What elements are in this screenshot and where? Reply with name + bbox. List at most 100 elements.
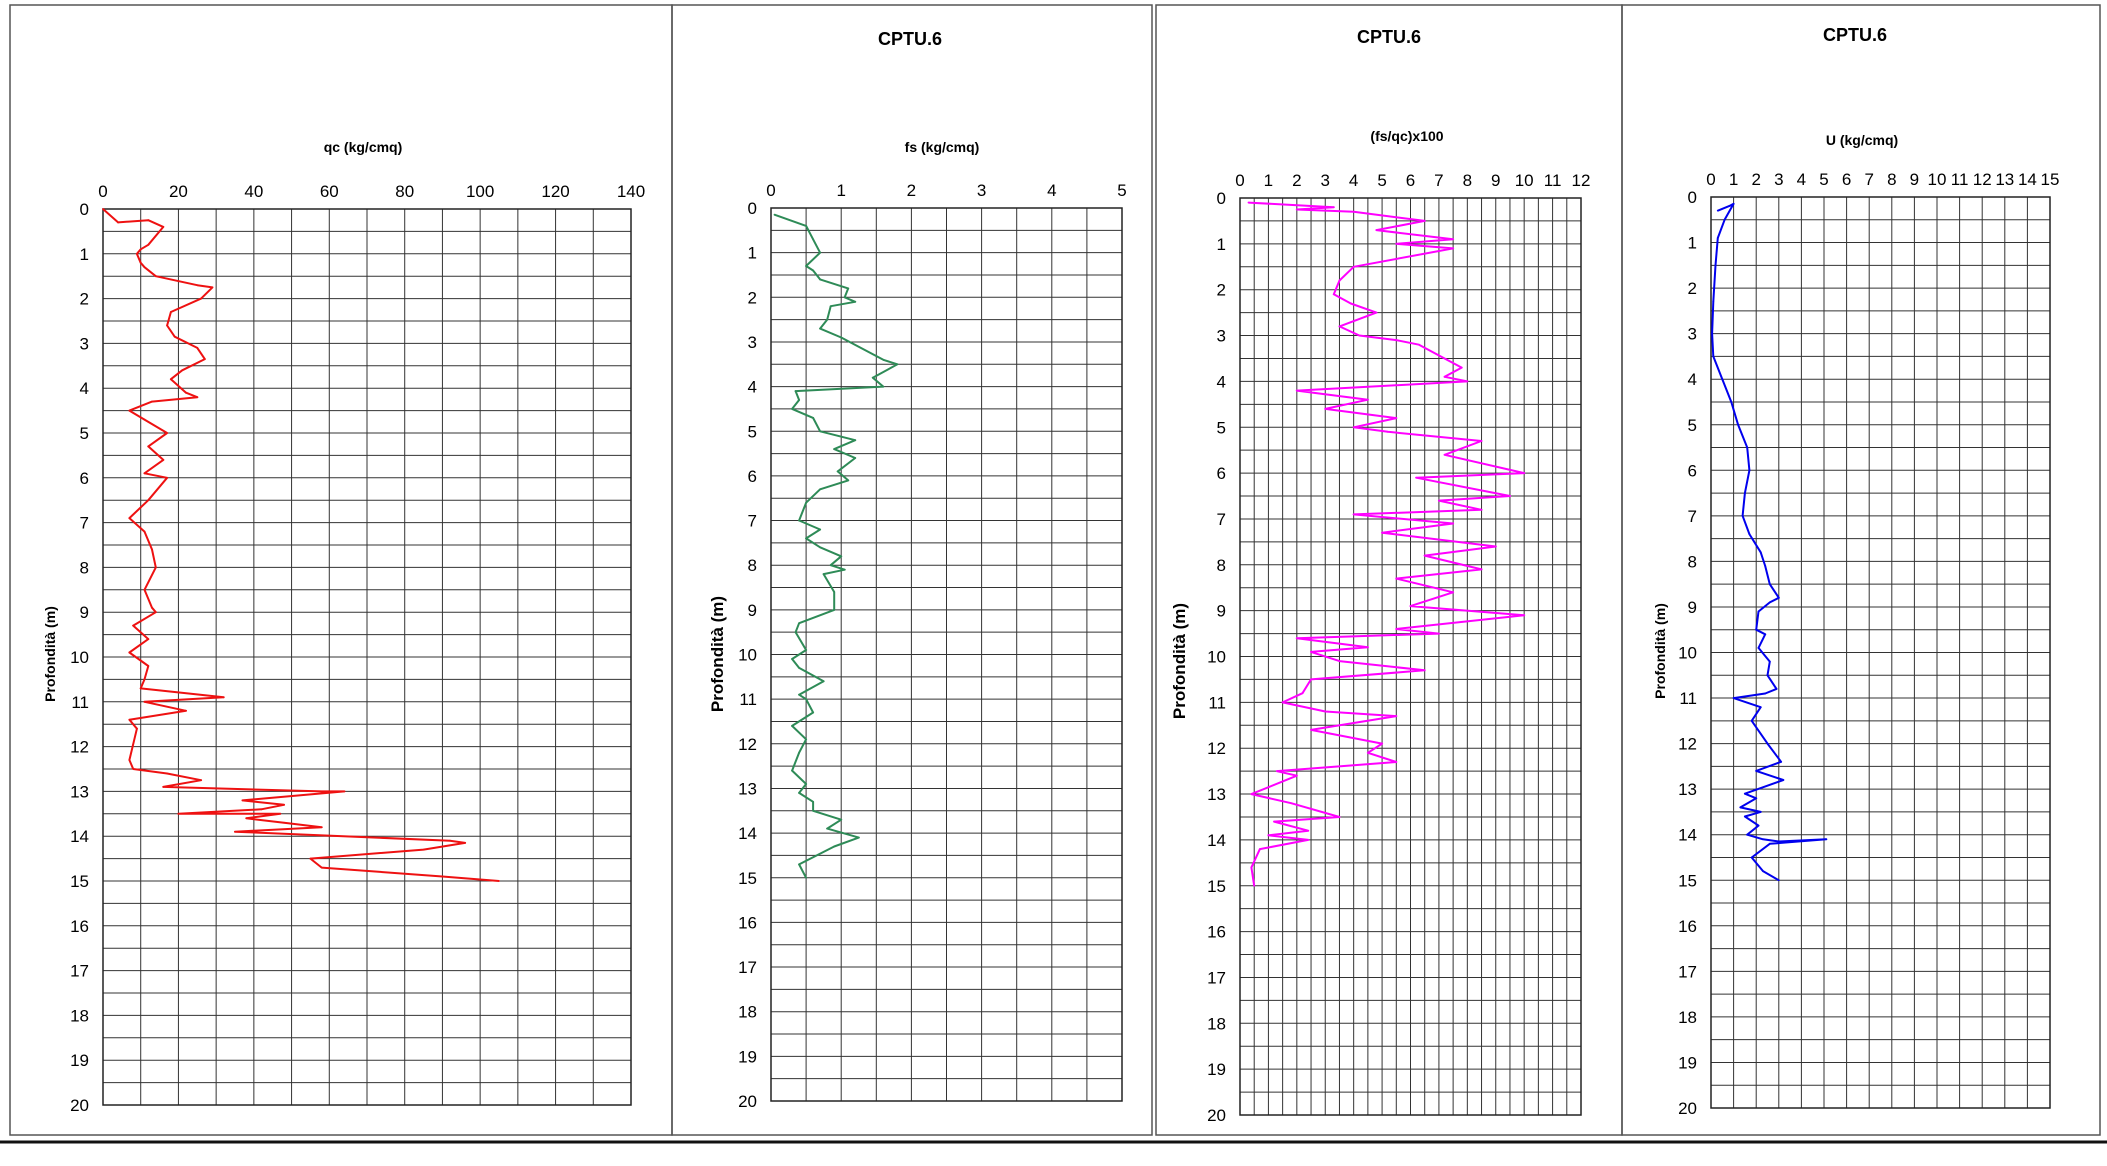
data-point xyxy=(1716,237,1719,239)
data-point xyxy=(1250,793,1253,795)
y-tick-label: 16 xyxy=(1207,923,1226,942)
data-point xyxy=(1395,339,1398,342)
data-point xyxy=(169,378,172,381)
data-point xyxy=(464,842,466,844)
data-point xyxy=(798,792,800,794)
y-tick-label: 3 xyxy=(1688,325,1697,344)
data-point xyxy=(1480,568,1483,571)
data-point xyxy=(1307,839,1310,841)
y-tick-label: 6 xyxy=(80,469,89,488)
data-point xyxy=(1744,492,1746,494)
data-point xyxy=(1381,742,1383,745)
data-point xyxy=(833,845,836,848)
y-axis-label: Profondità (m) xyxy=(708,596,727,712)
data-point xyxy=(805,783,807,785)
data-point xyxy=(166,476,169,479)
y-tick-label: 4 xyxy=(80,379,89,398)
data-point xyxy=(1741,514,1744,517)
y-tick-label: 20 xyxy=(1207,1106,1226,1125)
data-point xyxy=(1438,499,1440,502)
data-point xyxy=(1523,614,1526,617)
data-point xyxy=(1494,545,1497,548)
data-point xyxy=(1768,660,1771,663)
data-point xyxy=(147,219,150,222)
data-point xyxy=(1332,206,1335,209)
data-point xyxy=(320,826,323,829)
data-point xyxy=(1295,208,1298,211)
data-point xyxy=(1366,646,1369,649)
data-point xyxy=(1480,508,1483,511)
data-point xyxy=(143,472,146,475)
data-point xyxy=(1423,554,1426,557)
x-tick-label: 7 xyxy=(1434,171,1443,190)
data-point xyxy=(245,817,248,820)
data-point xyxy=(1375,229,1378,231)
data-point xyxy=(1762,870,1764,873)
x-tick-label: 7 xyxy=(1864,170,1873,189)
data-point xyxy=(1762,838,1764,841)
x-tick-label: 11 xyxy=(1951,170,1969,189)
data-point xyxy=(196,284,199,287)
x-tick-label: 6 xyxy=(1842,170,1851,189)
y-tick-label: 13 xyxy=(738,779,757,798)
data-point xyxy=(1295,637,1298,640)
y-tick-label: 15 xyxy=(70,872,89,891)
data-point xyxy=(1460,366,1463,369)
data-point xyxy=(896,363,899,366)
data-point xyxy=(1721,378,1724,381)
data-point xyxy=(241,799,244,802)
x-tick-label: 5 xyxy=(1377,171,1386,190)
data-point xyxy=(1711,332,1714,335)
data-point xyxy=(833,608,836,611)
y-tick-label: 4 xyxy=(748,378,757,397)
y-tick-label: 11 xyxy=(1208,693,1226,712)
data-point xyxy=(1714,264,1717,267)
y-axis-label: Profondità (m) xyxy=(1652,603,1668,699)
y-tick-label: 18 xyxy=(1678,1008,1697,1027)
data-point xyxy=(1438,632,1440,635)
y-tick-label: 9 xyxy=(748,601,757,620)
y-tick-label: 6 xyxy=(748,467,757,486)
data-point xyxy=(166,324,169,327)
y-tick-label: 7 xyxy=(80,514,89,533)
x-axis-label: fs (kg/cmq) xyxy=(905,139,980,155)
x-tick-label: 3 xyxy=(1321,171,1330,190)
plot-frame xyxy=(1710,196,2051,1109)
qc-chart: qc (kg/cmq) Profondità (m) 0 20 40 60 80 100 1… xyxy=(42,139,645,1115)
x-tick-label: 0 xyxy=(1706,170,1715,189)
y-tick-label: 7 xyxy=(1217,510,1226,529)
data-point xyxy=(128,651,131,654)
data-point xyxy=(1775,688,1778,690)
x-tick-label: 0 xyxy=(98,182,107,201)
x-tick-label: 1 xyxy=(1264,171,1273,190)
data-point xyxy=(181,369,184,372)
data-point xyxy=(128,759,131,761)
data-point xyxy=(798,622,800,625)
data-point xyxy=(320,790,323,793)
data-point xyxy=(200,779,202,782)
x-tick-label: 10 xyxy=(1515,171,1534,190)
x-tick-label: 3 xyxy=(977,181,986,200)
data-point xyxy=(1452,522,1455,525)
y-tick-label: 14 xyxy=(70,827,89,846)
x-tick-label: 140 xyxy=(617,182,645,201)
data-point xyxy=(139,248,142,251)
data-point xyxy=(1307,829,1310,832)
data-point xyxy=(805,649,807,651)
y-tick-label: 7 xyxy=(1688,507,1697,526)
data-point xyxy=(1732,697,1735,699)
data-point xyxy=(1777,879,1780,882)
data-point xyxy=(143,266,146,269)
data-point xyxy=(1381,531,1383,534)
data-point xyxy=(185,391,187,394)
y-tick-label: 3 xyxy=(748,333,757,352)
data-point xyxy=(136,727,138,730)
data-point xyxy=(812,416,815,419)
y-tick-label: 13 xyxy=(70,782,89,801)
data-point xyxy=(343,790,346,793)
data-point xyxy=(151,606,153,609)
data-point xyxy=(166,772,169,775)
y-tick-label: 20 xyxy=(1678,1099,1697,1118)
